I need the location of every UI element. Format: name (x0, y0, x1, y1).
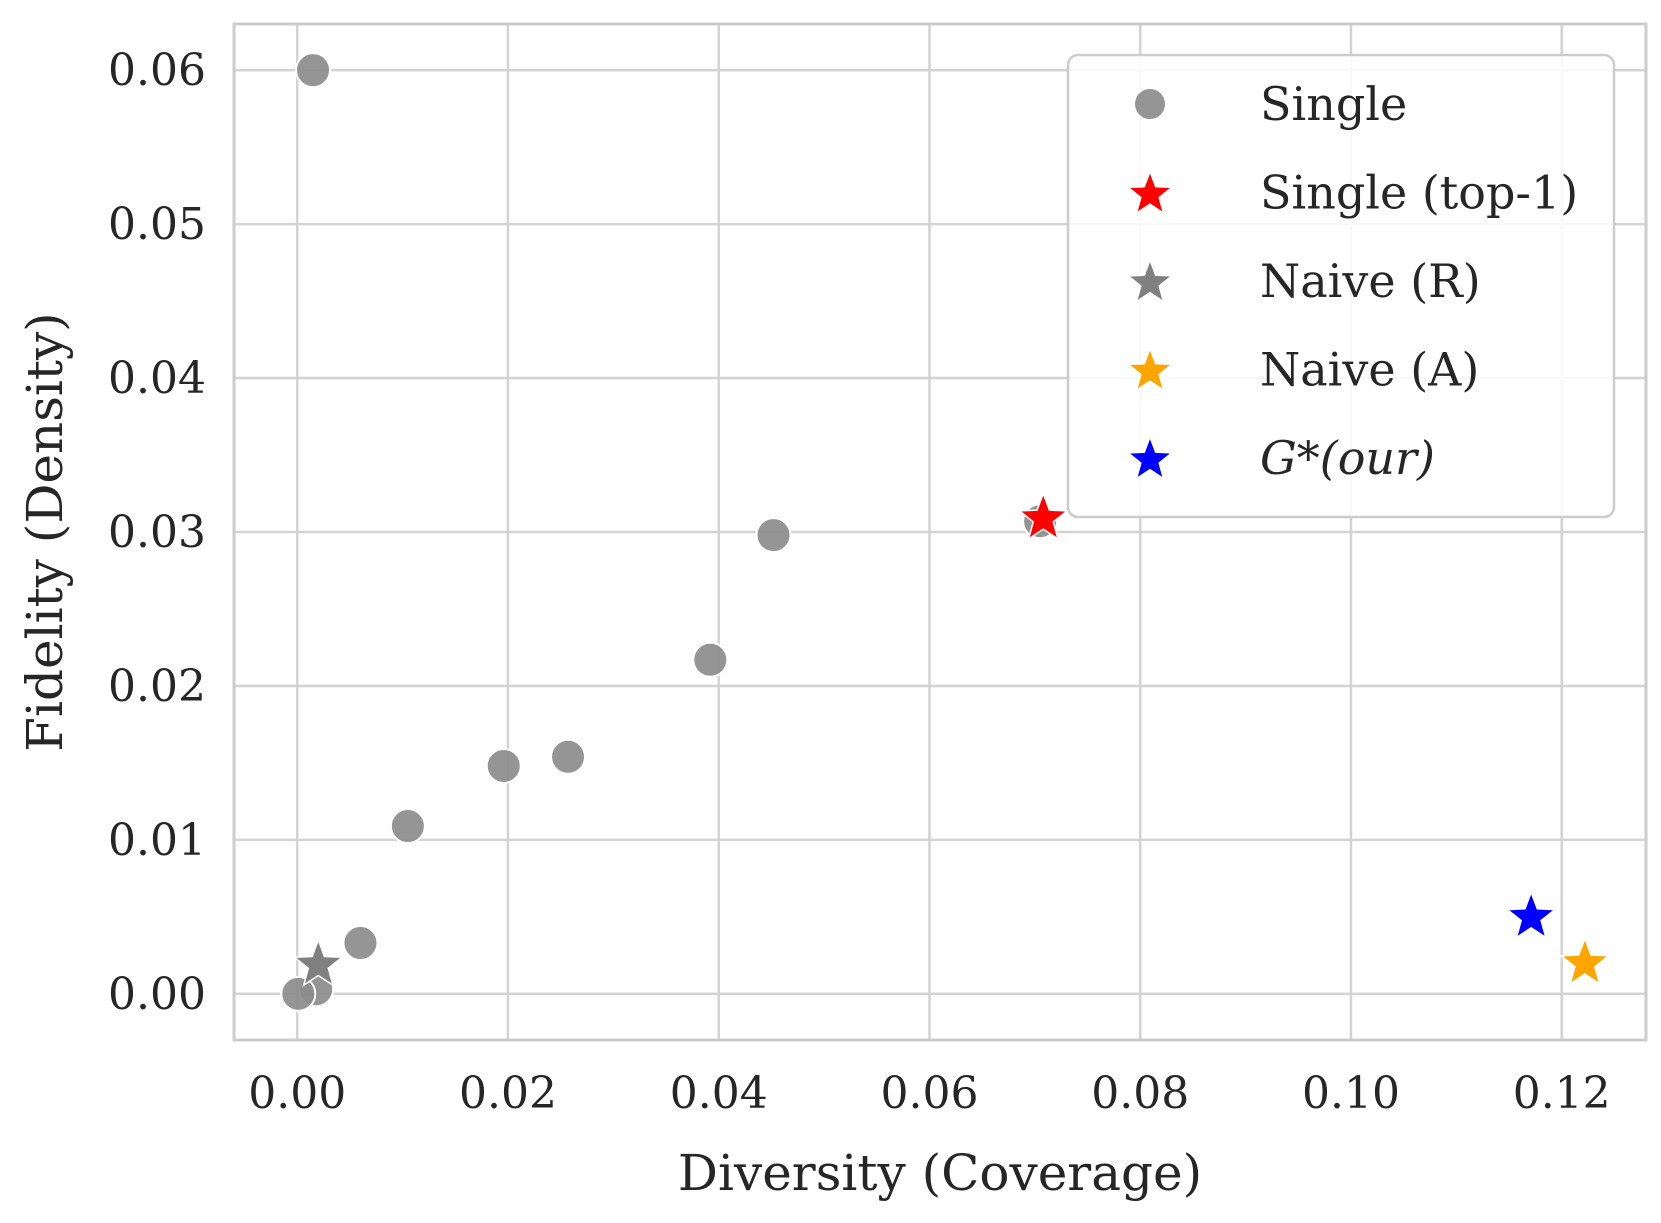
point-single (485, 747, 522, 784)
grid-lines (234, 24, 1646, 1040)
tick-labels: 0.00 0.02 0.04 0.06 0.08 0.10 0.12 0.00 0.01 0.02… (108, 45, 1611, 1119)
y-axis-label: Fidelity (Density) (16, 312, 74, 751)
y-tick-label: 0.03 (108, 507, 206, 558)
point-single (389, 808, 426, 845)
x-tick-label: 0.06 (880, 1068, 978, 1119)
y-tick-label: 0.06 (108, 45, 206, 96)
x-tick-label: 0.00 (248, 1068, 346, 1119)
point-single (550, 738, 587, 775)
legend-label-naive-a: Naive (A) (1260, 343, 1479, 397)
legend-marker-naive-a (1126, 346, 1174, 392)
point-single (342, 925, 379, 962)
legend-marker-naive-r (1126, 257, 1174, 304)
point-naive-a (1559, 936, 1611, 986)
point-single-top-1 (1017, 491, 1070, 541)
point-single (280, 975, 317, 1012)
point-single (295, 52, 332, 89)
y-tick-label: 0.05 (108, 199, 206, 250)
legend-marker-single (1133, 87, 1167, 121)
data-points (280, 52, 1611, 1012)
point-single (692, 641, 729, 678)
point-single (755, 517, 792, 554)
legend-marker-single-top-1 (1126, 169, 1174, 215)
point-naive-r (292, 937, 345, 987)
x-axis-label: Diversity (Coverage) (678, 1144, 1202, 1202)
y-tick-label: 0.01 (108, 815, 206, 866)
legend: Single Single (top-1) Naive (R) Naive (A) G*… (1066, 53, 1616, 519)
plot-frame (232, 22, 1648, 1042)
x-tick-label: 0.04 (670, 1068, 768, 1119)
y-tick-label: 0.04 (108, 353, 206, 404)
x-tick-label: 0.02 (459, 1068, 557, 1119)
legend-label-single-top-1: Single (top-1) (1260, 166, 1578, 220)
x-tick-label: 0.08 (1091, 1068, 1189, 1119)
legend-box (1066, 53, 1616, 519)
y-tick-label: 0.02 (108, 661, 206, 712)
x-tick-label: 0.10 (1302, 1068, 1400, 1119)
y-tick-label: 0.00 (108, 969, 206, 1020)
legend-label-single: Single (1260, 77, 1407, 131)
legend-label-g-our: G*(our) (1260, 431, 1435, 485)
x-tick-label: 0.12 (1513, 1068, 1611, 1119)
legend-marker-g-our (1126, 434, 1174, 481)
point-g-our (1505, 890, 1557, 940)
legend-label-naive-r: Naive (R) (1260, 254, 1481, 308)
